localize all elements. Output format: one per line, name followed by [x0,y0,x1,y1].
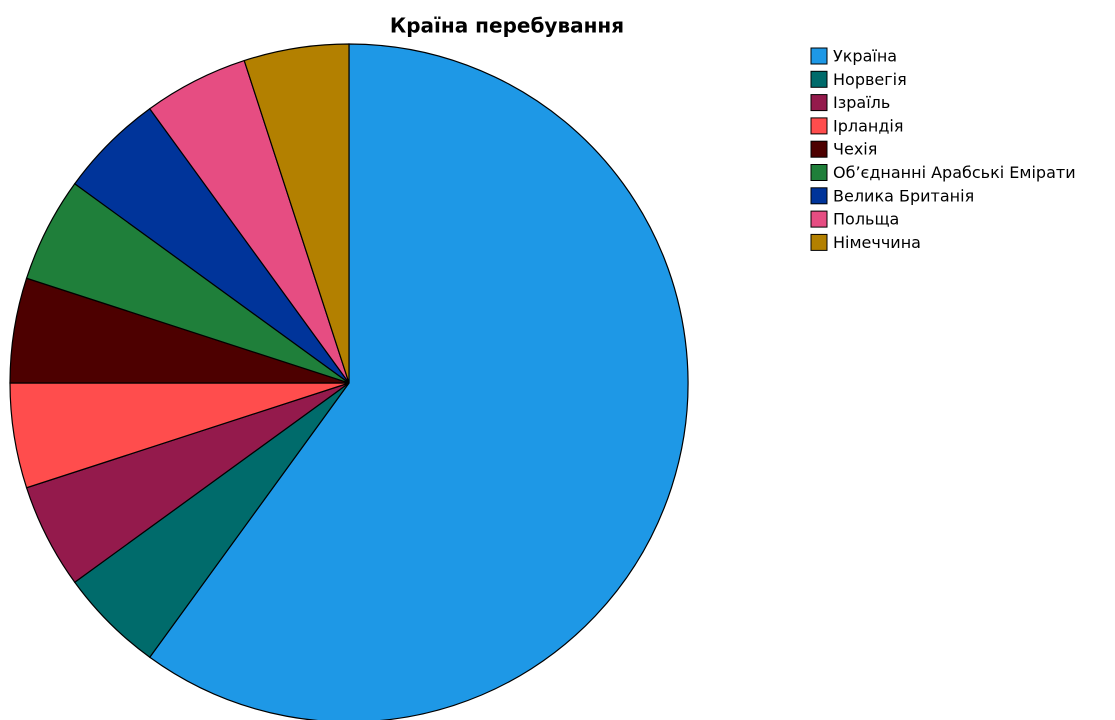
pie-slice [148,43,689,720]
legend-swatch [810,187,828,205]
legend-label: Польща [833,210,899,229]
legend-label: Норвегія [833,70,907,89]
legend-label: Ірландія [833,116,904,135]
pie-slice [243,43,350,384]
legend-swatch [810,210,828,228]
chart-title: Країна перебування [390,14,624,38]
legend-swatch [810,233,828,251]
legend-swatch [810,117,828,135]
legend-label: Об’єднанні Арабські Емірати [833,163,1076,182]
legend-label: Україна [833,47,897,66]
legend-swatch [810,47,828,65]
legend-label: Чехія [833,140,877,159]
legend-swatch [810,164,828,181]
legend-label: Німеччина [833,233,921,252]
legend-label: Велика Британія [833,186,974,205]
legend-swatch [810,70,828,88]
legend-swatch [810,94,828,112]
legend-swatch [810,140,828,158]
legend-label: Ізраїль [833,93,890,112]
